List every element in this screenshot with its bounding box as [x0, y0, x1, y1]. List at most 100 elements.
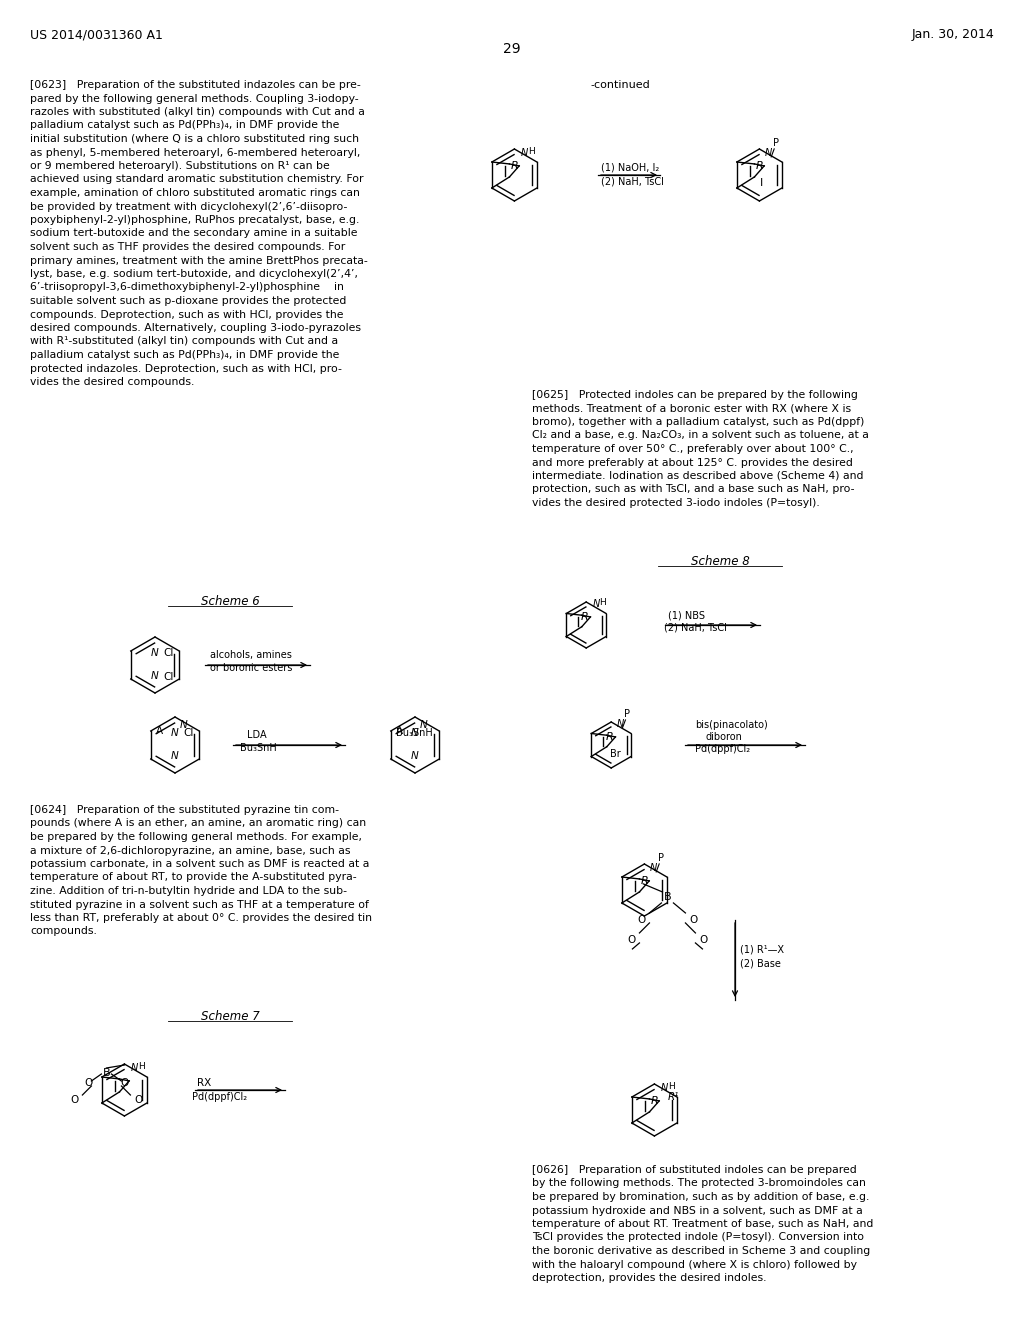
Text: solvent such as THF provides the desired compounds. For: solvent such as THF provides the desired…: [30, 242, 345, 252]
Text: 6’-triisopropyl-3,6-dimethoxybiphenyl-2-yl)phosphine    in: 6’-triisopropyl-3,6-dimethoxybiphenyl-2-…: [30, 282, 344, 293]
Text: diboron: diboron: [705, 733, 741, 742]
Text: Cl₂ and a base, e.g. Na₂CO₃, in a solvent such as toluene, at a: Cl₂ and a base, e.g. Na₂CO₃, in a solven…: [532, 430, 869, 441]
Text: P: P: [625, 709, 631, 719]
Text: [0624]   Preparation of the substituted pyrazine tin com-: [0624] Preparation of the substituted py…: [30, 805, 339, 814]
Text: zine. Addition of tri-n-butyltin hydride and LDA to the sub-: zine. Addition of tri-n-butyltin hydride…: [30, 886, 347, 896]
Text: with R¹-substituted (alkyl tin) compounds with Cut and a: with R¹-substituted (alkyl tin) compound…: [30, 337, 338, 346]
Text: (1) NaOH, I₂: (1) NaOH, I₂: [601, 162, 659, 172]
Text: A: A: [395, 726, 402, 737]
Text: N: N: [593, 599, 600, 609]
Text: razoles with substituted (alkyl tin) compounds with Cut and a: razoles with substituted (alkyl tin) com…: [30, 107, 365, 117]
Text: N: N: [662, 1082, 669, 1093]
Text: 29: 29: [503, 42, 521, 55]
Text: temperature of over 50° C., preferably over about 100° C.,: temperature of over 50° C., preferably o…: [532, 444, 854, 454]
Text: (1) R¹—X: (1) R¹—X: [740, 945, 784, 954]
Text: P: P: [773, 137, 779, 148]
Text: R: R: [651, 1096, 658, 1106]
Text: be prepared by the following general methods. For example,: be prepared by the following general met…: [30, 832, 362, 842]
Text: by the following methods. The protected 3-bromoindoles can: by the following methods. The protected …: [532, 1179, 866, 1188]
Text: N: N: [411, 729, 419, 738]
Text: R: R: [605, 733, 613, 742]
Text: methods. Treatment of a boronic ester with RX (where X is: methods. Treatment of a boronic ester wi…: [532, 404, 851, 413]
Text: pounds (where A is an ether, an amine, an aromatic ring) can: pounds (where A is an ether, an amine, a…: [30, 818, 367, 829]
Text: the boronic derivative as described in Scheme 3 and coupling: the boronic derivative as described in S…: [532, 1246, 870, 1257]
Text: initial substitution (where Q is a chloro substituted ring such: initial substitution (where Q is a chlor…: [30, 135, 359, 144]
Text: (2) Base: (2) Base: [740, 958, 781, 968]
Text: N: N: [152, 648, 159, 657]
Text: potassium hydroxide and NBS in a solvent, such as DMF at a: potassium hydroxide and NBS in a solvent…: [532, 1205, 863, 1216]
Text: protection, such as with TsCl, and a base such as NaH, pro-: protection, such as with TsCl, and a bas…: [532, 484, 854, 495]
Text: N: N: [650, 863, 657, 873]
Text: palladium catalyst such as Pd(PPh₃)₄, in DMF provide the: palladium catalyst such as Pd(PPh₃)₄, in…: [30, 350, 339, 360]
Text: Bu₃SnH: Bu₃SnH: [396, 729, 433, 738]
Text: A: A: [156, 726, 163, 737]
Text: [0623]   Preparation of the substituted indazoles can be pre-: [0623] Preparation of the substituted in…: [30, 81, 360, 90]
Text: be prepared by bromination, such as by addition of base, e.g.: be prepared by bromination, such as by a…: [532, 1192, 869, 1203]
Text: palladium catalyst such as Pd(PPh₃)₄, in DMF provide the: palladium catalyst such as Pd(PPh₃)₄, in…: [30, 120, 339, 131]
Text: Pd(dppf)Cl₂: Pd(dppf)Cl₂: [193, 1092, 247, 1102]
Text: H: H: [138, 1061, 145, 1071]
Text: bis(pinacolato): bis(pinacolato): [695, 719, 768, 730]
Text: N: N: [411, 751, 419, 762]
Text: desired compounds. Alternatively, coupling 3-iodo-pyrazoles: desired compounds. Alternatively, coupli…: [30, 323, 361, 333]
Text: LDA: LDA: [247, 730, 266, 741]
Text: vides the desired compounds.: vides the desired compounds.: [30, 378, 195, 387]
Text: US 2014/0031360 A1: US 2014/0031360 A1: [30, 28, 163, 41]
Text: be provided by treatment with dicyclohexyl(2’,6’-diisopro-: be provided by treatment with dicyclohex…: [30, 202, 347, 211]
Text: Cl: Cl: [164, 672, 174, 682]
Text: Bu₃SnH: Bu₃SnH: [240, 743, 276, 752]
Text: pared by the following general methods. Coupling 3-iodopy-: pared by the following general methods. …: [30, 94, 358, 103]
Text: B: B: [102, 1068, 111, 1078]
Text: (1) NBS: (1) NBS: [668, 610, 705, 620]
Text: B: B: [664, 892, 672, 902]
Text: N: N: [152, 671, 159, 681]
Text: example, amination of chloro substituted aromatic rings can: example, amination of chloro substituted…: [30, 187, 359, 198]
Text: stituted pyrazine in a solvent such as THF at a temperature of: stituted pyrazine in a solvent such as T…: [30, 899, 369, 909]
Text: H: H: [528, 147, 535, 156]
Text: N: N: [420, 719, 428, 730]
Text: alcohols, amines: alcohols, amines: [210, 649, 292, 660]
Text: R: R: [511, 161, 519, 172]
Text: Scheme 7: Scheme 7: [201, 1010, 259, 1023]
Text: R: R: [756, 161, 764, 172]
Text: lyst, base, e.g. sodium tert-butoxide, and dicyclohexyl(2’,4’,: lyst, base, e.g. sodium tert-butoxide, a…: [30, 269, 358, 279]
Text: as phenyl, 5-membered heteroaryl, 6-membered heteroaryl,: as phenyl, 5-membered heteroaryl, 6-memb…: [30, 148, 360, 157]
Text: vides the desired protected 3-iodo indoles (P=tosyl).: vides the desired protected 3-iodo indol…: [532, 498, 820, 508]
Text: N: N: [616, 719, 624, 729]
Text: O: O: [120, 1078, 129, 1088]
Text: and more preferably at about 125° C. provides the desired: and more preferably at about 125° C. pro…: [532, 458, 853, 467]
Text: -continued: -continued: [590, 81, 650, 90]
Text: N: N: [765, 148, 772, 158]
Text: N: N: [171, 729, 179, 738]
Text: compounds.: compounds.: [30, 927, 97, 936]
Text: O: O: [637, 915, 645, 925]
Text: P: P: [658, 853, 665, 863]
Text: intermediate. Iodination as described above (Scheme 4) and: intermediate. Iodination as described ab…: [532, 471, 863, 480]
Text: suitable solvent such as p-dioxane provides the protected: suitable solvent such as p-dioxane provi…: [30, 296, 346, 306]
Text: (2) NaH, TsCl: (2) NaH, TsCl: [664, 623, 727, 634]
Text: O: O: [134, 1096, 142, 1105]
Text: Scheme 8: Scheme 8: [690, 554, 750, 568]
Text: N: N: [180, 719, 187, 730]
Text: Cl: Cl: [164, 648, 174, 657]
Text: Scheme 6: Scheme 6: [201, 595, 259, 609]
Text: O: O: [627, 935, 636, 945]
Text: compounds. Deprotection, such as with HCl, provides the: compounds. Deprotection, such as with HC…: [30, 309, 343, 319]
Text: protected indazoles. Deprotection, such as with HCl, pro-: protected indazoles. Deprotection, such …: [30, 363, 342, 374]
Text: N: N: [521, 148, 528, 158]
Text: achieved using standard aromatic substitution chemistry. For: achieved using standard aromatic substit…: [30, 174, 364, 185]
Text: temperature of about RT. Treatment of base, such as NaH, and: temperature of about RT. Treatment of ba…: [532, 1218, 873, 1229]
Text: a mixture of 2,6-dichloropyrazine, an amine, base, such as: a mixture of 2,6-dichloropyrazine, an am…: [30, 846, 350, 855]
Text: [0625]   Protected indoles can be prepared by the following: [0625] Protected indoles can be prepared…: [532, 389, 858, 400]
Text: Jan. 30, 2014: Jan. 30, 2014: [911, 28, 994, 41]
Text: R: R: [581, 612, 588, 623]
Text: H: H: [669, 1082, 675, 1090]
Text: R¹: R¹: [668, 1092, 679, 1102]
Text: [0626]   Preparation of substituted indoles can be prepared: [0626] Preparation of substituted indole…: [532, 1166, 857, 1175]
Text: Br: Br: [610, 750, 621, 759]
Text: N: N: [171, 751, 179, 762]
Text: or 9 membered heteroaryl). Substitutions on R¹ can be: or 9 membered heteroaryl). Substitutions…: [30, 161, 330, 172]
Text: poxybiphenyl-2-yl)phosphine, RuPhos precatalyst, base, e.g.: poxybiphenyl-2-yl)phosphine, RuPhos prec…: [30, 215, 359, 224]
Text: O: O: [689, 915, 697, 925]
Text: N: N: [131, 1063, 138, 1073]
